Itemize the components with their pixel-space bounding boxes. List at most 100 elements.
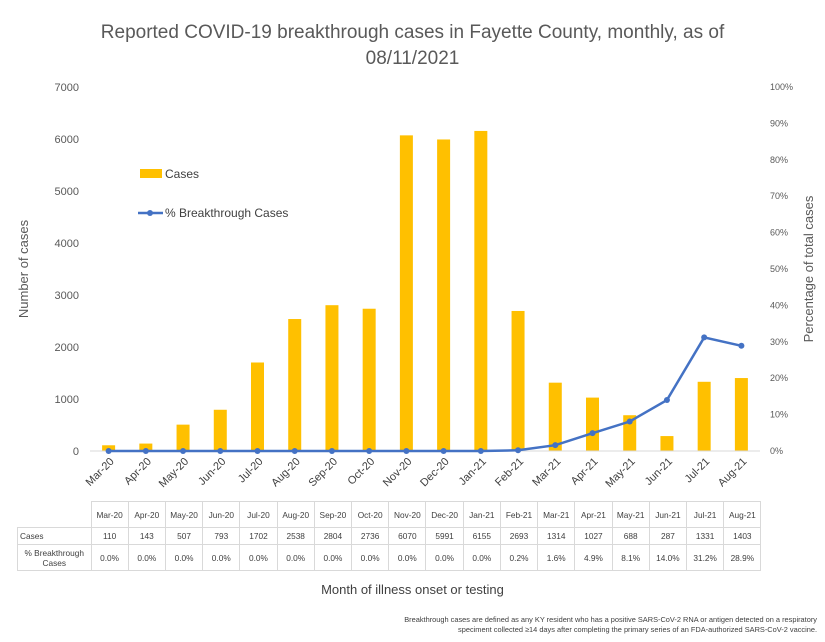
bar-May-21 (623, 415, 637, 451)
bar-Jun-20 (213, 409, 227, 451)
table-cell: 287 (648, 527, 688, 545)
table-header-cell: Apr-20 (127, 501, 166, 528)
table-cell: 0.0% (127, 544, 166, 571)
y-axis-title: Number of cases (16, 219, 31, 318)
table-row-label: Cases (17, 527, 92, 545)
y2-tick-label: 50% (770, 264, 788, 274)
table-header-cell: Dec-20 (425, 501, 464, 528)
table-cell: 0.0% (351, 544, 390, 571)
table-cell: 2538 (276, 527, 315, 545)
table-cell: 793 (202, 527, 241, 545)
x-tick-label: Jun-20 (196, 456, 228, 488)
point-Mar-20 (105, 448, 112, 454)
y-tick-label: 2000 (55, 342, 79, 354)
chart-title-line-1: Reported COVID-19 breakthrough cases in … (100, 22, 725, 43)
x-tick-label: Apr-20 (122, 456, 154, 488)
legend-pct-marker (147, 210, 153, 216)
table-header-row: Mar-20 Apr-20 May-20 Jun-20 Jul-20 Aug-20 Sep-… (18, 501, 762, 528)
table-header-cell: May-21 (611, 501, 650, 528)
point-May-21 (626, 418, 633, 425)
table-cell: 143 (127, 527, 166, 545)
point-Apr-20 (142, 448, 149, 454)
x-tick-label: Jul-21 (683, 456, 713, 486)
table-cell: 6155 (462, 527, 501, 545)
bar-Aug-20 (288, 319, 302, 451)
legend-cases-label: Cases (165, 167, 199, 181)
table-cell: 0.0% (313, 544, 353, 571)
y2-axis-title: Percentage of total cases (801, 195, 816, 342)
table-cell: 0.0% (239, 544, 278, 571)
y-tick-label: 4000 (55, 238, 79, 250)
table-header-cell: Feb-21 (499, 501, 539, 528)
table-cell: 110 (90, 527, 129, 545)
table-header-cell: Nov-20 (388, 501, 427, 528)
table-header-cell: Jun-21 (648, 501, 688, 528)
table-cell: 0.0% (425, 544, 464, 571)
table-corner (18, 502, 92, 528)
table-header-cell: Aug-21 (723, 501, 762, 528)
table-header-cell: Jul-20 (239, 501, 278, 528)
table-cell: 5991 (425, 527, 464, 545)
table-cell: 1702 (239, 527, 278, 545)
table-cell: 0.0% (276, 544, 315, 571)
point-Jun-20 (217, 448, 224, 454)
table-cell: 0.0% (90, 544, 129, 571)
bar-Nov-20 (399, 135, 413, 452)
y-tick-label: 0 (73, 446, 79, 458)
y-tick-label: 1000 (55, 394, 79, 406)
footnote-line-2: speciment collected ≥14 days after compl… (458, 625, 817, 634)
bar-Apr-21 (586, 397, 599, 451)
table-cell: 0.0% (164, 544, 204, 571)
y2-tick-label: 80% (770, 155, 788, 165)
table-cell: 0.0% (202, 544, 241, 571)
table-cell: 2693 (499, 527, 539, 545)
x-axis-title: Month of illness onset or testing (321, 582, 504, 597)
bar-May-20 (176, 424, 190, 451)
table-cell: 14.0% (648, 544, 688, 571)
table-cell: 2736 (351, 527, 390, 545)
y2-tick-label: 40% (770, 300, 788, 310)
point-Apr-21 (589, 430, 596, 437)
bar-Mar-21 (548, 382, 562, 451)
x-tick-label: May-21 (603, 456, 637, 490)
bar-Jul-20 (251, 362, 264, 451)
point-Aug-20 (291, 448, 298, 454)
y2-tick-label: 90% (770, 118, 788, 128)
table-row: % Breakthrough Cases 0.0% 0.0% 0.0% 0.0% 0.0%… (17, 544, 762, 571)
table-cell: 4.9% (574, 544, 613, 571)
point-Sep-20 (328, 448, 335, 454)
y2-tick-label: 20% (770, 373, 788, 383)
point-Mar-21 (552, 442, 559, 449)
table-cell: 8.1% (611, 544, 650, 571)
bar-Oct-20 (362, 308, 376, 451)
table-cell: 1.6% (537, 544, 576, 571)
point-Nov-20 (403, 448, 410, 454)
table-cell: 2804 (313, 527, 353, 545)
point-Jul-21 (701, 334, 708, 341)
point-Dec-20 (440, 448, 447, 454)
table-header-cell: Jul-21 (685, 501, 725, 528)
table-cell: 6070 (388, 527, 427, 545)
table-cell: 28.9% (723, 544, 762, 571)
x-tick-label: Mar-20 (84, 456, 117, 489)
table-header-cell: Oct-20 (351, 501, 390, 528)
point-Oct-20 (366, 448, 373, 454)
x-tick-label: Sep-20 (306, 456, 340, 490)
y-tick-label: 5000 (55, 186, 79, 198)
point-Jan-21 (477, 448, 484, 454)
y-tick-label: 3000 (55, 290, 79, 302)
bar-Jan-21 (474, 130, 488, 451)
data-table: Mar-20 Apr-20 May-20 Jun-20 Jul-20 Aug-20 Sep-… (17, 501, 762, 571)
x-tick-label: Feb-21 (493, 456, 526, 489)
legend-cases-swatch (140, 169, 162, 178)
table-cell: 507 (164, 527, 204, 545)
bar-Jul-21 (697, 381, 711, 451)
point-Aug-21 (738, 342, 745, 349)
point-Jun-21 (663, 397, 670, 404)
table-cell: 1331 (685, 527, 725, 545)
y-tick-label: 7000 (55, 82, 79, 94)
x-tick-label: May-20 (157, 456, 191, 490)
point-Jul-20 (254, 448, 261, 454)
line-breakthrough-pct (108, 336, 742, 453)
point-Feb-21 (515, 447, 522, 454)
